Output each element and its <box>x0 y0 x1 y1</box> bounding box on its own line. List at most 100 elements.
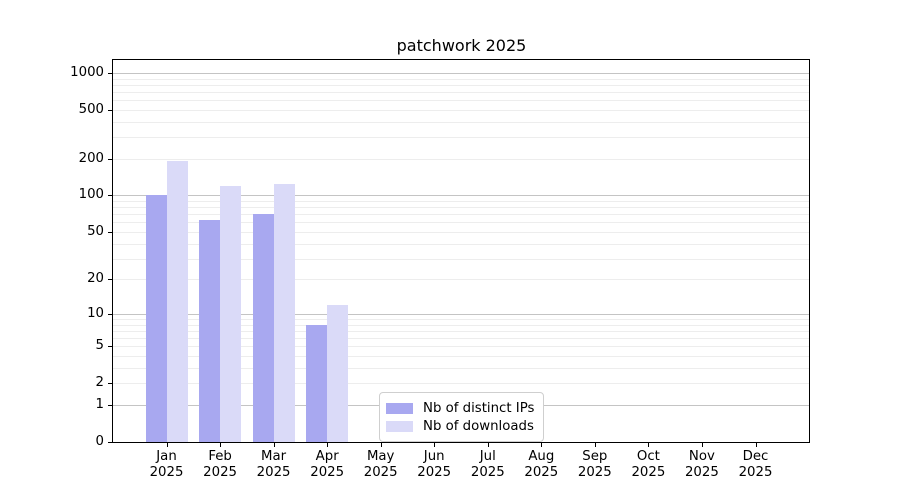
minor-gridline <box>113 121 809 123</box>
x-tick-label-feb: Feb 2025 <box>188 449 252 481</box>
x-tick-mark <box>166 443 168 447</box>
x-tick-mark <box>594 443 596 447</box>
x-tick-mark <box>541 443 543 447</box>
y-tick-mark <box>108 279 112 281</box>
minor-gridline <box>113 91 809 93</box>
y-tick-label: 0 <box>95 434 104 449</box>
x-tick-label-jun: Jun 2025 <box>402 449 466 481</box>
legend-swatch-distinct-ips <box>386 402 413 414</box>
x-tick-year: 2025 <box>256 465 291 480</box>
minor-gridline <box>113 231 809 233</box>
minor-gridline <box>113 201 809 202</box>
bar-distinct-ips-jan <box>145 195 167 442</box>
bar-downloads-apr <box>327 305 349 442</box>
legend-row-downloads: Nb of downloads <box>386 417 534 435</box>
x-tick-label-dec: Dec 2025 <box>724 449 788 481</box>
legend: Nb of distinct IPs Nb of downloads <box>379 392 545 442</box>
chart-title: patchwork 2025 <box>396 36 527 55</box>
minor-gridline <box>113 319 809 320</box>
x-tick-label-nov: Nov 2025 <box>670 449 734 481</box>
x-tick-label-mar: Mar 2025 <box>242 449 306 481</box>
minor-gridline <box>113 84 809 86</box>
x-tick-mark <box>648 443 650 447</box>
minor-gridline <box>113 214 809 216</box>
minor-gridline <box>113 346 809 348</box>
x-tick-mark <box>220 443 222 447</box>
x-tick-label-may: May 2025 <box>349 449 413 481</box>
y-tick-mark <box>108 313 112 315</box>
y-tick-label: 1 <box>95 397 104 412</box>
minor-gridline <box>113 338 809 339</box>
x-tick-mark <box>701 443 703 447</box>
x-tick-label-oct: Oct 2025 <box>616 449 680 481</box>
legend-row-distinct-ips: Nb of distinct IPs <box>386 399 534 417</box>
x-tick-year: 2025 <box>738 465 773 480</box>
major-gridline <box>113 72 809 74</box>
minor-gridline <box>113 243 809 245</box>
legend-label-distinct-ips: Nb of distinct IPs <box>423 400 535 416</box>
x-tick-mark <box>273 443 275 447</box>
x-tick-label-jan: Jan 2025 <box>135 449 199 481</box>
minor-gridline <box>113 207 809 209</box>
y-tick-label: 10 <box>87 305 104 321</box>
minor-gridline <box>113 324 809 326</box>
minor-gridline <box>113 383 809 385</box>
y-tick-mark <box>108 72 112 74</box>
y-tick-label: 5 <box>95 338 104 354</box>
y-tick-mark <box>108 383 112 385</box>
minor-gridline <box>113 258 809 260</box>
x-tick-mark <box>755 443 757 447</box>
y-tick-label: 100 <box>78 187 104 203</box>
x-tick-year: 2025 <box>684 465 719 480</box>
x-tick-mark <box>380 443 382 447</box>
legend-swatch-downloads <box>386 420 413 432</box>
bar-downloads-mar <box>273 184 295 442</box>
x-tick-year: 2025 <box>631 465 666 480</box>
bar-downloads-feb <box>220 185 242 442</box>
y-tick-mark <box>108 442 112 443</box>
x-tick-year: 2025 <box>203 465 238 480</box>
major-gridline <box>113 313 809 315</box>
y-tick-mark <box>108 158 112 160</box>
minor-gridline <box>113 158 809 160</box>
y-tick-mark <box>108 195 112 197</box>
x-tick-mark <box>487 443 489 447</box>
x-tick-label-apr: Apr 2025 <box>295 449 359 481</box>
minor-gridline <box>113 222 809 224</box>
minor-gridline <box>113 279 809 281</box>
x-tick-mark <box>434 443 436 447</box>
legend-label-downloads: Nb of downloads <box>423 418 534 434</box>
plot-area: Nb of distinct IPs Nb of downloads <box>112 59 810 443</box>
x-tick-label-aug: Aug 2025 <box>509 449 573 481</box>
minor-gridline <box>113 330 809 332</box>
x-tick-label-jul: Jul 2025 <box>456 449 520 481</box>
x-tick-year: 2025 <box>470 465 505 480</box>
x-tick-year: 2025 <box>149 465 184 480</box>
y-tick-label: 500 <box>78 101 104 117</box>
x-tick-year: 2025 <box>577 465 612 480</box>
y-tick-mark <box>108 109 112 111</box>
x-tick-year: 2025 <box>310 465 345 480</box>
y-tick-label: 50 <box>87 223 104 239</box>
bar-distinct-ips-feb <box>199 219 221 442</box>
y-tick-label: 200 <box>78 150 104 166</box>
y-tick-mark <box>108 231 112 233</box>
minor-gridline <box>113 78 809 80</box>
y-tick-label: 20 <box>87 271 104 287</box>
major-gridline <box>113 195 809 197</box>
x-tick-year: 2025 <box>363 465 398 480</box>
y-tick-mark <box>108 405 112 406</box>
x-tick-year: 2025 <box>417 465 452 480</box>
x-tick-year: 2025 <box>524 465 559 480</box>
minor-gridline <box>113 109 809 111</box>
bar-distinct-ips-mar <box>252 213 274 442</box>
x-tick-mark <box>327 443 329 447</box>
minor-gridline <box>113 367 809 369</box>
y-tick-label: 2 <box>95 375 104 391</box>
minor-gridline <box>113 356 809 357</box>
y-tick-label: 1000 <box>70 64 104 80</box>
bar-downloads-jan <box>166 160 188 442</box>
x-tick-label-sep: Sep 2025 <box>563 449 627 481</box>
minor-gridline <box>113 100 809 102</box>
